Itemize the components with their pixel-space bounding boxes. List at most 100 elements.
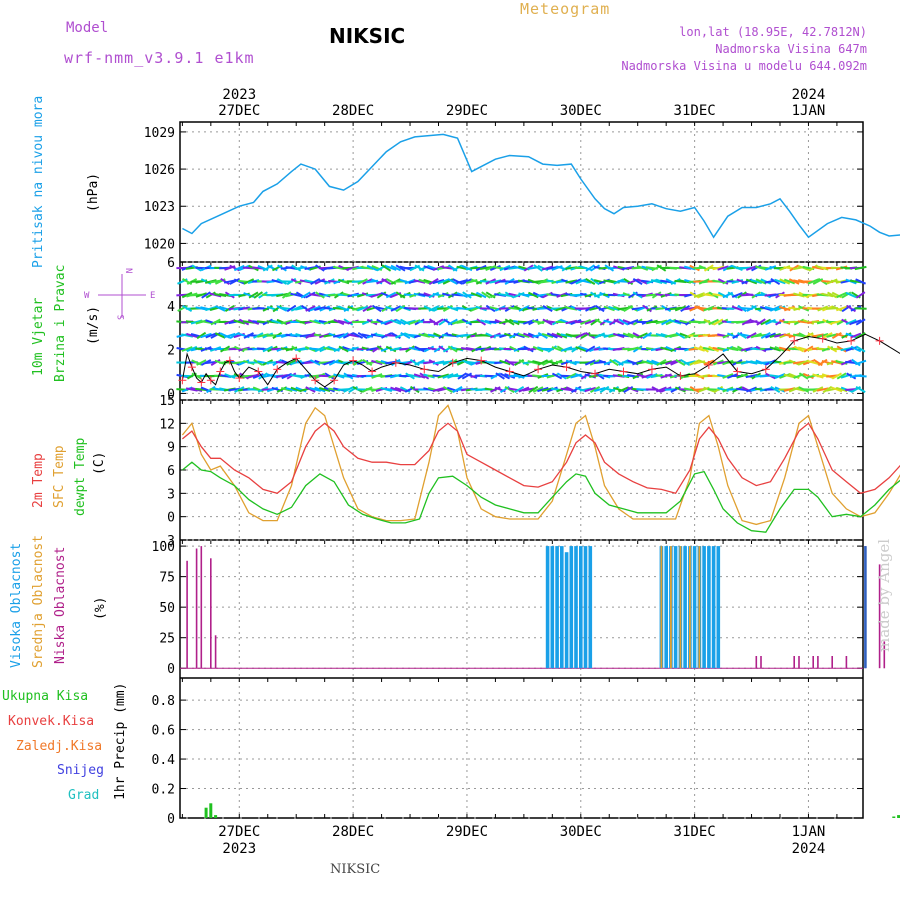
mid-cloud-bar: [689, 546, 691, 669]
wind-arrow: [622, 332, 634, 339]
wind-arrow: [566, 372, 577, 380]
y-tick-label: 1029: [144, 126, 175, 141]
wind-speed-line: [181, 333, 900, 388]
wind-arrow: [442, 359, 454, 366]
low-cloud-bar: [845, 656, 848, 669]
y-tick-label: 1023: [144, 200, 175, 215]
wind-arrow: [432, 387, 445, 392]
wind-arrow: [693, 346, 706, 352]
wind-arrow: [746, 386, 757, 393]
wind-arrow: [181, 346, 193, 352]
wind-arrow: [702, 346, 715, 352]
wind-arrow: [347, 333, 360, 338]
wind-arrow: [854, 359, 867, 366]
high-cloud-bar: [564, 552, 569, 669]
wind-arrow: [423, 265, 435, 271]
wind-arrow: [831, 372, 842, 380]
wind-arrow: [452, 278, 463, 285]
wind-arrow: [518, 333, 530, 338]
top-day-label: 29DEC: [446, 103, 488, 119]
wind-arrow: [271, 278, 283, 285]
wind-arrow: [855, 278, 867, 285]
wind-arrow: [722, 373, 734, 379]
wind-arrow: [650, 279, 663, 284]
wind-arrow: [457, 372, 468, 380]
lonlat-label: lon,lat (18.95E, 42.7812N): [679, 25, 867, 39]
wind-arrow: [523, 332, 535, 339]
wind-arrow: [262, 345, 274, 353]
wind-arrow: [585, 305, 596, 312]
wind-arrow: [774, 372, 786, 380]
low-cloud-bar: [200, 546, 203, 669]
wind-arrow: [338, 332, 349, 339]
wind-arrow: [404, 319, 416, 325]
wind-arrow: [532, 386, 544, 393]
wind-arrow: [219, 332, 231, 339]
low-cloud-bar: [883, 641, 886, 669]
precip-bar: [204, 807, 208, 818]
wind-arrow: [210, 358, 221, 367]
y-tick-label: 100: [152, 540, 175, 555]
y-tick-label: 6: [167, 256, 175, 271]
wind-arrow: [708, 318, 719, 326]
wind-arrow: [779, 373, 791, 379]
wind-arrow: [632, 372, 644, 380]
wind-arrow: [850, 345, 862, 353]
grid-lines: [180, 122, 863, 819]
wind-compass: W E N S: [84, 268, 155, 320]
wind-ylabel2: Brzina i Pravac: [53, 265, 68, 382]
high-cloud-bar: [664, 546, 668, 669]
wind-arrow: [514, 385, 525, 394]
wind-arrow: [783, 278, 796, 285]
wind-arrow: [413, 279, 426, 284]
y-tick-label: 25: [159, 632, 175, 647]
wind-arrow: [233, 345, 245, 353]
y-tick-label: 2: [167, 344, 175, 359]
wind-arrow: [821, 292, 834, 298]
wind-arrow: [499, 359, 511, 366]
wind-arrow: [527, 291, 539, 299]
wind-arrow: [352, 306, 364, 311]
bottom-day-label: 29DEC: [446, 824, 488, 840]
top-year-label: 2024: [792, 87, 826, 103]
wind-arrow: [760, 318, 772, 326]
y-tick-label: 0.4: [152, 753, 176, 768]
wind-arrow: [196, 359, 207, 366]
wind-arrow: [575, 346, 587, 352]
wind-arrow: [309, 319, 322, 325]
wind-arrow: [371, 359, 383, 366]
wind-arrow: [376, 318, 387, 326]
wind-arrow: [594, 304, 605, 313]
precip-bar: [214, 815, 218, 818]
wind-arrow: [223, 279, 236, 284]
pressure-ylabel: Pritisak na nivou mora: [31, 96, 46, 268]
wind-arrow: [452, 264, 463, 272]
wind-arrow: [376, 345, 387, 353]
wind-arrow: [755, 278, 767, 285]
wind-arrow: [233, 319, 246, 325]
wind-arrow: [731, 291, 743, 299]
wind-arrow: [248, 291, 259, 299]
wind-arrow: [371, 386, 383, 393]
wind-arrow: [680, 359, 691, 366]
wind-arrow: [855, 386, 866, 393]
temp2m-line: [181, 422, 900, 495]
wind-arrow: [751, 264, 762, 272]
wind-arrow: [655, 386, 667, 393]
wind-arrow: [262, 305, 273, 312]
wind-arrow: [343, 304, 354, 313]
wind-arrow: [603, 305, 615, 312]
wind-arrow: [418, 278, 430, 285]
wind-arrow: [290, 386, 302, 393]
wind-arrow: [205, 305, 217, 312]
wind-arrow-field: [176, 264, 867, 394]
wind-arrow: [774, 278, 786, 285]
wind-arrow: [765, 332, 776, 339]
dew-ylabel: dewpt Temp: [73, 438, 88, 516]
wind-arrow: [661, 318, 672, 326]
wind-arrow: [343, 318, 354, 326]
wind-arrow: [627, 332, 639, 339]
wind-arrow: [504, 318, 515, 326]
high-cloud-bar: [683, 546, 687, 669]
precip-unit: 1hr Precip (mm): [113, 683, 128, 800]
